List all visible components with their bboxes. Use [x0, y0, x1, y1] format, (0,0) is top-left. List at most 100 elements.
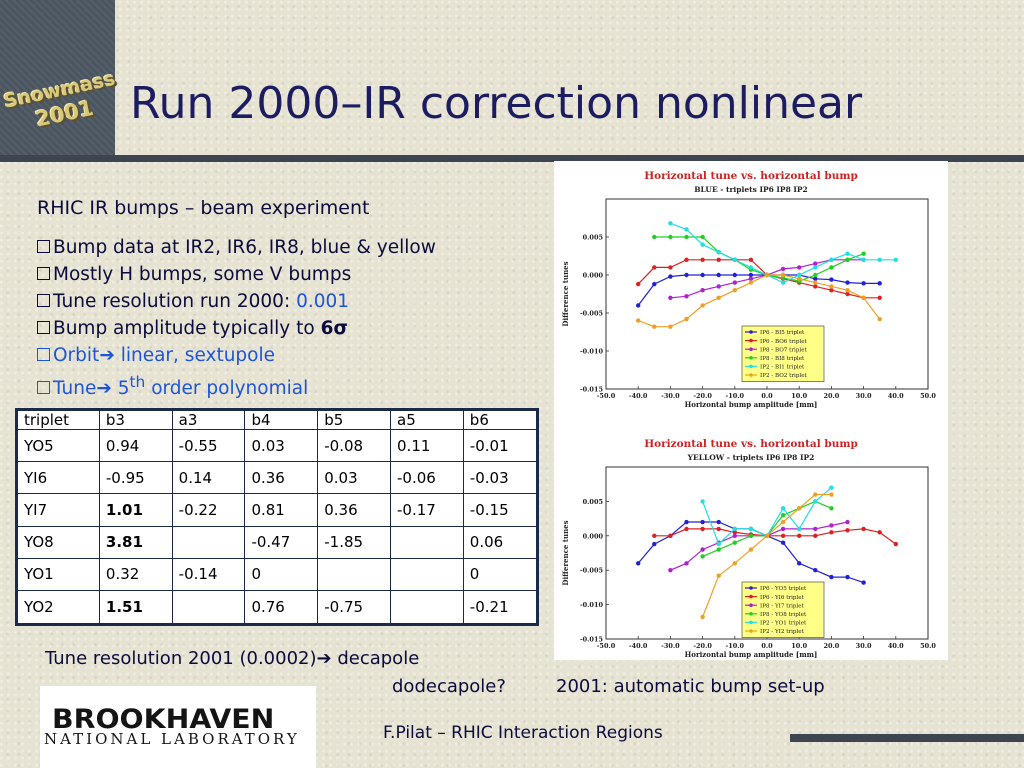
- data-point: [748, 547, 754, 552]
- data-point: [700, 554, 705, 559]
- table-cell: 0.14: [171, 461, 246, 495]
- y-tick-label: -0.005: [580, 310, 604, 318]
- data-point: [813, 272, 818, 278]
- legend-entry: IP6 - YO5 triplet: [760, 586, 807, 592]
- footer-divider: [790, 734, 1024, 742]
- data-point: [716, 547, 721, 552]
- column-header: b4: [244, 409, 319, 430]
- bullet-list: Bump data at IR2, IR6, IR8, blue & yello…: [37, 234, 436, 402]
- legend-swatch-marker: [749, 347, 753, 351]
- x-tick-label: 30.0: [856, 392, 872, 400]
- data-point: [797, 265, 802, 270]
- table-row: YI6 -0.95 0.14 0.36 0.03 -0.06 -0.03: [16, 461, 539, 495]
- bullet-item: Orbit➔ linear, sextupole: [37, 342, 436, 369]
- data-point: [829, 530, 834, 535]
- table-cell: -0.22: [171, 493, 246, 527]
- data-point: [877, 530, 882, 535]
- column-header: b6: [462, 409, 539, 430]
- table-cell: 0.36: [317, 493, 392, 527]
- data-point: [813, 526, 818, 532]
- data-point: [732, 561, 737, 566]
- legend-swatch-marker: [749, 364, 753, 369]
- legend-entry: IP2 - BI1 triplet: [760, 365, 805, 371]
- data-point: [845, 528, 850, 533]
- table-cell: [390, 590, 464, 625]
- data-point: [813, 265, 818, 270]
- legend-box: [741, 325, 825, 382]
- table-cell: 1.01: [98, 493, 173, 527]
- legend-entry: IP6 - YI6 triplet: [760, 595, 805, 601]
- data-point: [748, 265, 754, 270]
- data-point: [700, 234, 705, 240]
- data-point: [700, 519, 705, 525]
- table-cell: YO8: [16, 525, 100, 559]
- table-cell: -0.14: [171, 557, 246, 592]
- table-cell: 3.81: [98, 525, 173, 559]
- table-cell: 0.81: [244, 493, 319, 527]
- table-cell: 0.76: [244, 590, 319, 625]
- x-tick-label: 20.0: [823, 392, 839, 400]
- table-cell: 0.32: [98, 557, 173, 592]
- data-point: [668, 324, 673, 329]
- data-point: [861, 251, 866, 256]
- data-point: [893, 257, 898, 262]
- y-tick-label: -0.005: [580, 567, 604, 575]
- data-point: [716, 526, 721, 532]
- data-point: [780, 266, 786, 272]
- legend-entry: IP8 - BO7 triplet: [760, 347, 808, 353]
- data-point: [684, 227, 689, 232]
- logo-national-laboratory: NATIONAL LABORATORY: [44, 730, 300, 748]
- y-tick-label: -0.010: [580, 601, 604, 609]
- data-point: [893, 541, 898, 547]
- data-point: [797, 526, 802, 532]
- x-tick-label: 50.0: [920, 392, 936, 400]
- data-point: [716, 541, 721, 547]
- data-point: [636, 281, 641, 287]
- data-point: [652, 234, 657, 240]
- chart-subtitle: YELLOW - triplets IP6 IP8 IP2: [687, 453, 815, 462]
- data-point: [829, 506, 834, 511]
- data-point: [716, 573, 721, 578]
- data-point: [652, 541, 657, 547]
- legend-swatch-marker: [749, 338, 753, 343]
- table-cell: -0.17: [390, 493, 464, 527]
- data-point: [684, 272, 689, 278]
- data-point: [652, 324, 657, 329]
- table-cell: 0.03: [317, 461, 392, 495]
- tune-resolution-2001: Tune resolution 2001 (0.0002)➔ decapole: [45, 648, 420, 669]
- data-point: [861, 295, 866, 300]
- legend-swatch-marker: [749, 594, 753, 599]
- data-point: [700, 288, 705, 293]
- data-point: [684, 294, 689, 299]
- legend-swatch-marker: [749, 586, 753, 590]
- table-row: YO8 3.81 -0.47 -1.85 0.06: [16, 525, 539, 559]
- table-cell: 0: [244, 557, 319, 592]
- decorative-left-bar: [0, 0, 115, 158]
- data-point: [780, 526, 786, 532]
- table-cell: YO5: [16, 428, 100, 463]
- x-tick-label: 40.0: [888, 392, 904, 400]
- bullet-item: Bump data at IR2, IR6, IR8, blue & yello…: [37, 234, 436, 261]
- data-point: [845, 291, 850, 297]
- table-cell: -0.75: [317, 590, 392, 625]
- data-point: [861, 257, 866, 262]
- column-header: b5: [317, 409, 392, 430]
- table-row: YI7 1.01 -0.22 0.81 0.36 -0.17 -0.15: [16, 493, 539, 527]
- table-cell: -0.08: [317, 428, 392, 463]
- x-tick-label: -10.0: [726, 642, 745, 650]
- table-cell: 0.94: [98, 428, 173, 463]
- data-point: [716, 519, 721, 525]
- data-point: [636, 318, 641, 323]
- data-point: [877, 295, 882, 300]
- data-point: [813, 533, 818, 538]
- data-point: [813, 492, 818, 497]
- data-point: [700, 526, 705, 532]
- data-point: [732, 288, 737, 293]
- data-point: [748, 526, 754, 532]
- data-point: [797, 276, 802, 281]
- y-axis-label: Difference tunes: [561, 520, 570, 585]
- data-point: [716, 257, 721, 262]
- data-point: [845, 251, 850, 256]
- multipole-coefficient-table: triplet b3 a3 b4 b5 a5 b6 YO5 0.94 -0.55 0.…: [15, 408, 539, 626]
- data-point: [748, 257, 754, 262]
